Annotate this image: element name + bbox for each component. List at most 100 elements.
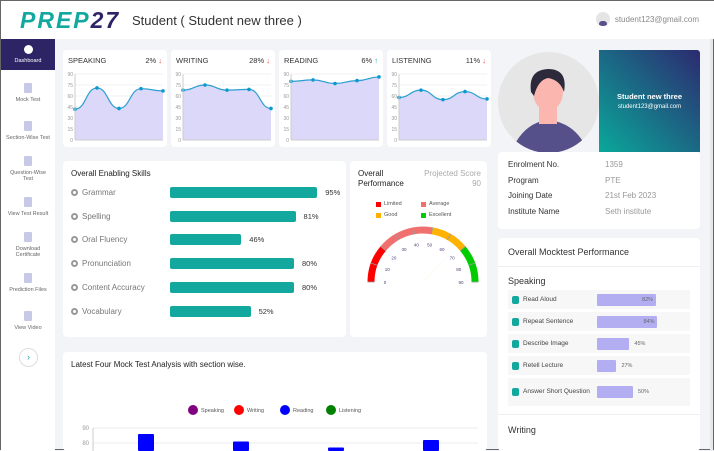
section-change: 2% bbox=[145, 56, 156, 65]
skill-pct: 80% bbox=[302, 283, 317, 292]
legend-label: Speaking bbox=[201, 408, 224, 414]
y-tick-label: 30 bbox=[175, 116, 181, 122]
document-icon bbox=[24, 121, 32, 131]
mock-item-label: Retell Lecture bbox=[523, 361, 597, 371]
document-icon bbox=[24, 273, 32, 283]
mocktest-title: Overall Mocktest Performance bbox=[498, 238, 700, 267]
radio-icon bbox=[71, 260, 78, 267]
sidebar-item-section-wise-test[interactable]: Section-Wise Test bbox=[1, 116, 55, 146]
mock-item-label: Repeat Sentence bbox=[523, 317, 597, 327]
section-change: 28% bbox=[249, 56, 264, 65]
data-point bbox=[311, 78, 315, 82]
gauge-tick-label: 20 bbox=[391, 256, 397, 261]
mock-item-bar bbox=[597, 338, 629, 350]
overall-performance-card: Overall Performance Projected Score 90 L… bbox=[350, 161, 487, 337]
microphone-icon bbox=[512, 296, 519, 304]
logo[interactable]: PREP27 bbox=[20, 7, 120, 34]
scrollbar[interactable] bbox=[710, 39, 713, 451]
radio-icon bbox=[71, 189, 78, 196]
area-fill bbox=[291, 77, 379, 140]
skill-bar bbox=[170, 258, 294, 269]
gauge-tick-label: 40 bbox=[414, 243, 420, 248]
sidebar-item-view-video[interactable]: View Video bbox=[1, 306, 55, 336]
section-name: READING bbox=[284, 56, 318, 65]
skill-row: Spelling 81% bbox=[71, 211, 341, 222]
info-label: Joining Date bbox=[508, 191, 605, 207]
user-menu[interactable]: student123@gmail.com bbox=[596, 12, 699, 26]
gauge-tick-label: 50 bbox=[427, 243, 433, 248]
sidebar-item-download-certificate[interactable]: Download Certificate bbox=[1, 230, 55, 260]
y-tick-label: 90 bbox=[67, 72, 73, 78]
area-fill bbox=[399, 90, 487, 140]
gauge-tick-label: 0 bbox=[384, 280, 387, 285]
headphones-icon bbox=[512, 362, 519, 370]
sidebar-item-question-wise-test[interactable]: Question-Wise Test bbox=[1, 154, 55, 184]
skill-pct: 52% bbox=[259, 307, 274, 316]
legend-marker bbox=[234, 405, 244, 415]
page-title: Student ( Student new three ) bbox=[132, 13, 302, 28]
area-fill bbox=[183, 85, 271, 140]
radio-icon bbox=[71, 284, 78, 291]
y-tick-label: 60 bbox=[67, 94, 73, 100]
mock-item-pct: 45% bbox=[634, 341, 645, 347]
y-tick-label: 75 bbox=[391, 83, 397, 89]
sidebar-item-label: Section-Wise Test bbox=[6, 135, 50, 141]
y-tick-label: 75 bbox=[283, 83, 289, 89]
data-point bbox=[203, 83, 207, 87]
data-point bbox=[333, 82, 337, 86]
section-writing: Writing bbox=[498, 414, 700, 439]
data-point bbox=[463, 90, 467, 94]
mock-item-row: Describe Image 45% bbox=[508, 334, 690, 353]
arrow-up-icon: ↑ bbox=[374, 56, 378, 65]
gauge-tick-label: 80 bbox=[456, 267, 462, 272]
sidebar-item-mock-test[interactable]: Mock Test bbox=[1, 78, 55, 108]
mock-item-bar: 82% bbox=[597, 294, 656, 306]
gauge-band bbox=[383, 230, 432, 249]
section-name: SPEAKING bbox=[68, 56, 106, 65]
data-point bbox=[247, 88, 251, 92]
arrow-down-icon: ↓ bbox=[158, 56, 162, 65]
mock-item-pct: 50% bbox=[638, 389, 649, 395]
section-name: WRITING bbox=[176, 56, 209, 65]
question-icon bbox=[512, 388, 519, 396]
skill-bar bbox=[170, 234, 241, 245]
skill-label: Spelling bbox=[82, 212, 170, 221]
gauge-tick-label: 70 bbox=[450, 256, 456, 261]
sidebar-item-dashboard[interactable]: Dashboard bbox=[1, 39, 55, 70]
y-tick-label: 30 bbox=[391, 116, 397, 122]
radio-icon bbox=[71, 308, 78, 315]
skill-bar bbox=[170, 282, 294, 293]
y-tick-label: 15 bbox=[175, 127, 181, 133]
y-tick-label: 80 bbox=[82, 441, 89, 447]
mock-item-bar bbox=[597, 360, 616, 372]
mock-item-label: Describe Image bbox=[523, 339, 597, 349]
expand-sidebar-button[interactable]: › bbox=[19, 348, 38, 367]
image-icon bbox=[512, 340, 519, 348]
data-point bbox=[95, 86, 99, 90]
skill-pct: 81% bbox=[304, 212, 319, 221]
y-tick-label: 15 bbox=[67, 127, 73, 133]
sidebar-item-view-test-result[interactable]: View Test Result bbox=[1, 192, 55, 222]
skill-row: Content Accuracy 80% bbox=[71, 282, 341, 293]
skill-label: Pronunciation bbox=[82, 259, 170, 268]
sidebar: Dashboard Mock Test Section-Wise Test Quest… bbox=[1, 39, 55, 451]
header: PREP27 Student ( Student new three ) stu… bbox=[1, 1, 714, 39]
bar-reading bbox=[328, 448, 344, 451]
profile-banner: Student new three student123@gmail.com bbox=[599, 50, 700, 152]
skill-bar bbox=[170, 306, 251, 317]
mock-item-label: Read Aloud bbox=[523, 295, 597, 305]
skill-label: Oral Fluency bbox=[82, 235, 170, 244]
skill-label: Content Accuracy bbox=[82, 283, 170, 292]
section-name: LISTENING bbox=[392, 56, 432, 65]
sidebar-item-prediction-files[interactable]: Prediction Files bbox=[1, 268, 55, 298]
